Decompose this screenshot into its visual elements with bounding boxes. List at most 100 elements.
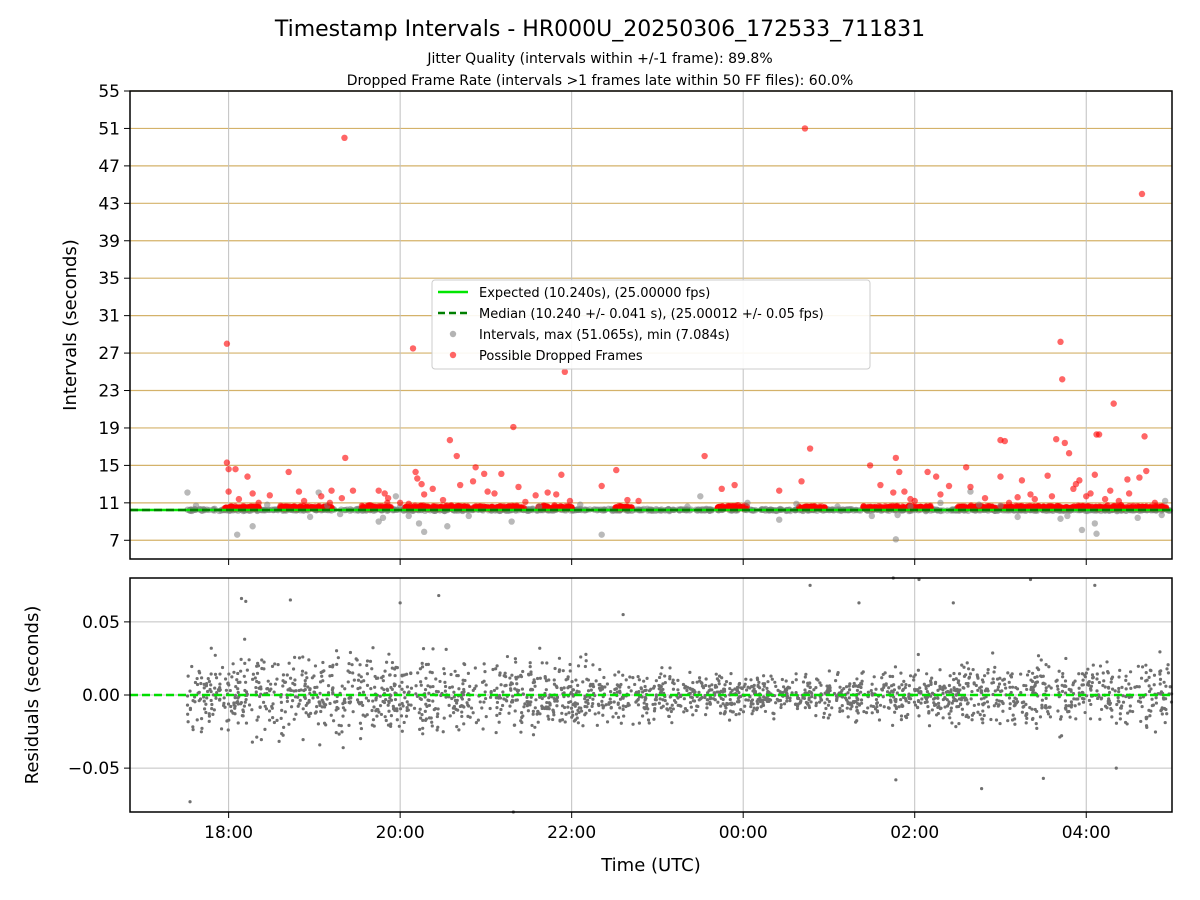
dropped-frame-outlier-point	[718, 485, 725, 492]
interval-y-tick-label: 23	[98, 382, 120, 402]
residual-point	[992, 704, 996, 708]
residual-point	[272, 690, 276, 694]
residual-point	[998, 721, 1002, 726]
residual-point	[874, 697, 879, 702]
residual-point	[521, 669, 525, 674]
residual-point	[297, 688, 301, 693]
residual-outlier-point	[398, 601, 402, 605]
residual-point	[794, 678, 798, 682]
residual-point	[590, 704, 594, 708]
residual-point	[481, 727, 485, 731]
interval-outlier-point	[1091, 520, 1099, 527]
residual-point	[378, 704, 383, 708]
residual-point	[913, 687, 917, 691]
residual-point	[232, 701, 236, 705]
residual-point	[926, 705, 930, 709]
residual-point	[1044, 696, 1048, 700]
residual-point	[819, 683, 823, 687]
residual-point	[400, 687, 404, 691]
residual-point	[1031, 671, 1035, 675]
interval-outlier-point	[1161, 497, 1169, 505]
residual-point	[885, 690, 890, 694]
residual-point	[540, 696, 544, 701]
residual-point	[426, 662, 430, 666]
residual-point	[976, 688, 980, 692]
residual-point	[847, 696, 851, 700]
residual-point	[1077, 672, 1081, 676]
residual-outlier-point	[894, 778, 898, 782]
residual-point	[629, 689, 633, 693]
residual-point	[821, 715, 826, 719]
residual-point	[979, 685, 983, 689]
residual-point	[1036, 654, 1041, 658]
dropped-frame-outlier-point	[932, 473, 940, 480]
residual-point	[1019, 690, 1023, 695]
residual-point	[318, 743, 322, 747]
dropped-frame-outlier-point	[1138, 190, 1146, 198]
residual-point	[206, 689, 210, 694]
dropped-frame-outlier-point	[701, 452, 708, 460]
residual-point	[996, 704, 1000, 708]
residual-point	[471, 711, 475, 715]
residual-point	[552, 710, 556, 714]
residual-point	[326, 683, 331, 688]
residual-point	[717, 679, 721, 683]
residual-point	[588, 684, 592, 688]
dropped-frame-outlier-point	[566, 497, 574, 505]
residual-point	[1024, 702, 1028, 706]
residual-point	[1057, 669, 1061, 673]
residual-point	[239, 702, 243, 706]
residual-point	[1117, 686, 1121, 691]
residual-point	[882, 685, 886, 689]
residual-point	[661, 698, 665, 702]
dropped-frame-point	[412, 503, 419, 511]
residual-point	[526, 709, 530, 713]
residual-point	[460, 714, 464, 719]
residual-point	[403, 696, 407, 700]
residual-point	[404, 714, 409, 718]
residual-point	[1114, 721, 1119, 725]
dropped-frame-outlier-point	[326, 499, 334, 507]
residual-point	[859, 690, 863, 694]
residual-point	[209, 698, 213, 703]
residual-point	[555, 704, 559, 708]
residual-point	[993, 689, 997, 693]
residual-point	[294, 712, 298, 716]
residual-point	[643, 684, 647, 689]
residual-point	[570, 679, 574, 684]
residual-point	[1008, 685, 1012, 689]
residual-point	[210, 702, 214, 707]
residual-point	[755, 708, 759, 712]
dropped-frame-outlier-point	[624, 496, 631, 504]
residual-point	[933, 696, 937, 700]
residual-point	[1025, 673, 1030, 677]
residual-y-tick-label: −0.05	[68, 759, 120, 779]
residual-point	[569, 706, 574, 710]
residual-point	[240, 713, 244, 718]
residual-point	[1025, 716, 1029, 720]
residual-point	[682, 697, 686, 701]
residual-point	[852, 700, 856, 705]
residual-point	[621, 704, 625, 708]
residual-point	[737, 682, 741, 687]
residual-point	[1144, 663, 1148, 667]
residual-point	[692, 688, 696, 692]
residual-point	[358, 721, 363, 725]
residual-point	[814, 714, 818, 718]
residual-point	[568, 669, 572, 673]
residual-point	[334, 731, 338, 735]
residual-point	[245, 668, 249, 672]
residual-point	[214, 676, 219, 680]
residual-point	[761, 682, 765, 686]
residual-point	[271, 702, 275, 706]
residual-point	[978, 713, 982, 717]
residual-point	[293, 695, 298, 699]
residual-point	[866, 690, 870, 694]
residual-point	[803, 706, 807, 710]
residual-point	[803, 675, 807, 679]
residual-point	[483, 696, 488, 701]
residual-point	[1105, 660, 1109, 664]
residual-point	[236, 690, 240, 695]
residual-point	[358, 663, 362, 667]
residual-point	[261, 700, 266, 704]
